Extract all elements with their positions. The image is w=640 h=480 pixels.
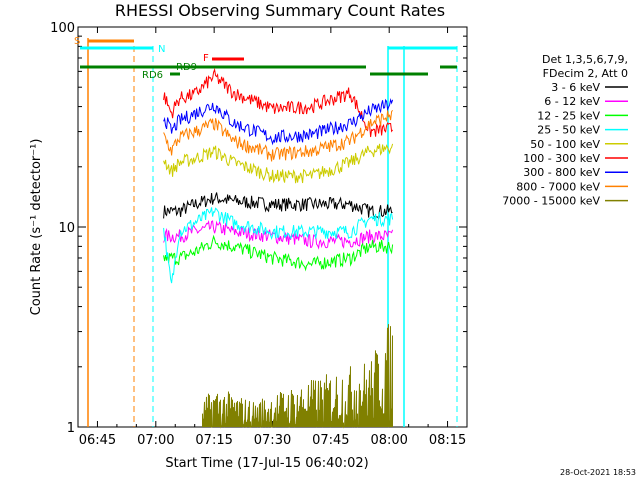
plot-frame [77, 26, 468, 428]
series-line [202, 324, 393, 429]
flag-label: S [74, 36, 80, 47]
flag-label: F [203, 53, 209, 64]
legend-label: 100 - 300 keV [523, 152, 600, 165]
legend-header-line1: Det 1,3,5,6,7,9, [542, 53, 628, 66]
y-axis-ticks: 1 10 100 [50, 21, 467, 436]
x-tick-label: 06:45 [79, 433, 116, 448]
x-axis-label: Start Time (17-Jul-15 06:40:02) [165, 456, 368, 471]
legend-label: 50 - 100 keV [530, 138, 600, 151]
legend-label: 12 - 25 keV [537, 109, 600, 122]
series-group [163, 67, 394, 429]
y-tick-label: 1 [67, 421, 75, 436]
chart-title: RHESSI Observing Summary Count Rates [115, 1, 445, 20]
legend: Det 1,3,5,6,7,9,FDecim 2, Att 03 - 6 keV… [502, 53, 628, 208]
series-line [163, 97, 394, 146]
flag-label: RD9 [176, 62, 197, 73]
series-line [163, 192, 393, 220]
y-tick-label: 100 [50, 21, 75, 36]
x-tick-label: 08:15 [429, 433, 466, 448]
series-line [163, 67, 393, 138]
flag-label: RD6 [142, 70, 163, 81]
legend-label: 3 - 6 keV [551, 81, 600, 94]
legend-label: 25 - 50 keV [537, 124, 600, 137]
legend-label: 300 - 800 keV [523, 166, 600, 179]
series-line [163, 219, 394, 250]
flag-label: N [158, 44, 165, 55]
series-line [163, 207, 394, 284]
x-axis-ticks: 06:45 07:00 07:15 07:30 07:45 08:00 08:15 [79, 27, 466, 448]
series-line [163, 143, 394, 184]
y-tick-label: 10 [58, 221, 75, 236]
footer-timestamp: 28-Oct-2021 18:53 [560, 468, 636, 477]
legend-label: 800 - 7000 keV [516, 180, 600, 193]
legend-header-line2: FDecim 2, Att 0 [543, 67, 628, 80]
x-tick-label: 07:00 [137, 433, 174, 448]
x-tick-label: 07:30 [254, 433, 291, 448]
legend-label: 6 - 12 keV [544, 95, 600, 108]
legend-label: 7000 - 15000 keV [502, 195, 600, 208]
x-tick-label: 08:00 [370, 433, 407, 448]
y-axis-label: Count Rate (s⁻¹ detector⁻¹) [29, 139, 44, 316]
x-tick-label: 07:45 [312, 433, 349, 448]
series-line [163, 109, 393, 162]
x-tick-label: 07:15 [195, 433, 232, 448]
series-line [163, 234, 394, 272]
